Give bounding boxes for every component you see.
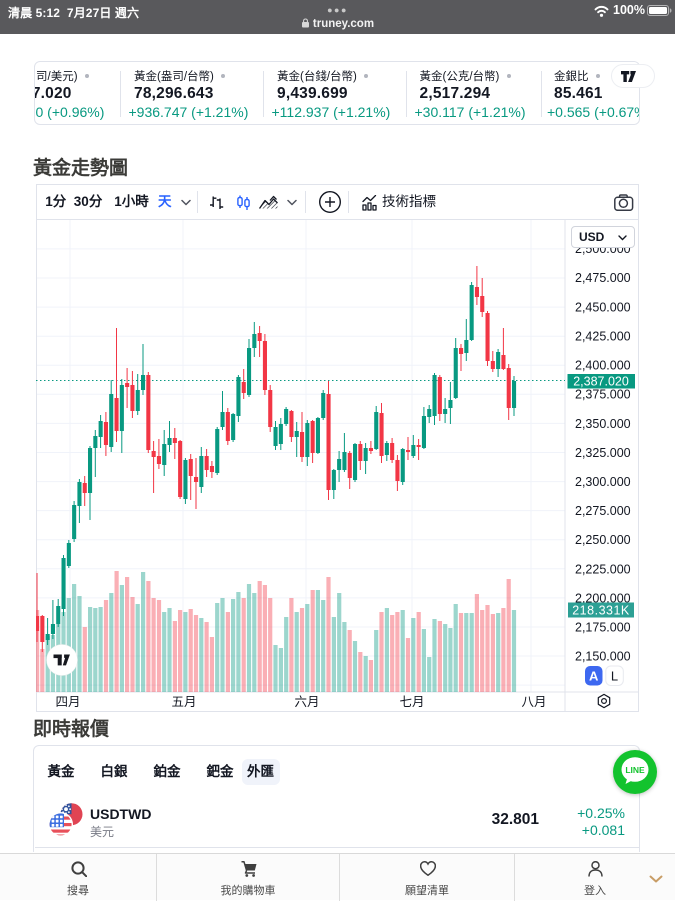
svg-text:LINE: LINE [625,765,645,775]
svg-text:2,325.000: 2,325.000 [575,446,631,460]
svg-text:2,150.000: 2,150.000 [575,650,631,664]
svg-text:五月: 五月 [171,695,196,709]
svg-text:六月: 六月 [294,695,319,709]
svg-text:2,175.000: 2,175.000 [575,621,631,635]
svg-text:2,225.000: 2,225.000 [575,562,631,576]
svg-text:2,350.000: 2,350.000 [575,417,631,431]
svg-text:2,375.000: 2,375.000 [575,388,631,402]
svg-text:2,450.000: 2,450.000 [575,300,631,314]
svg-text:L: L [611,669,618,684]
svg-text:2,275.000: 2,275.000 [575,504,631,518]
svg-text:2,300.000: 2,300.000 [575,475,631,489]
svg-text:四月: 四月 [55,695,80,709]
svg-text:2,387.020: 2,387.020 [573,374,629,388]
svg-text:A: A [589,669,599,684]
svg-text:2,200.000: 2,200.000 [575,591,631,605]
svg-text:218.331K: 218.331K [572,604,630,618]
svg-text:2,250.000: 2,250.000 [575,533,631,547]
svg-text:2,475.000: 2,475.000 [575,271,631,285]
svg-text:八月: 八月 [521,695,546,709]
svg-text:2,425.000: 2,425.000 [575,330,631,344]
svg-text:七月: 七月 [399,695,424,709]
svg-text:2,400.000: 2,400.000 [575,359,631,373]
